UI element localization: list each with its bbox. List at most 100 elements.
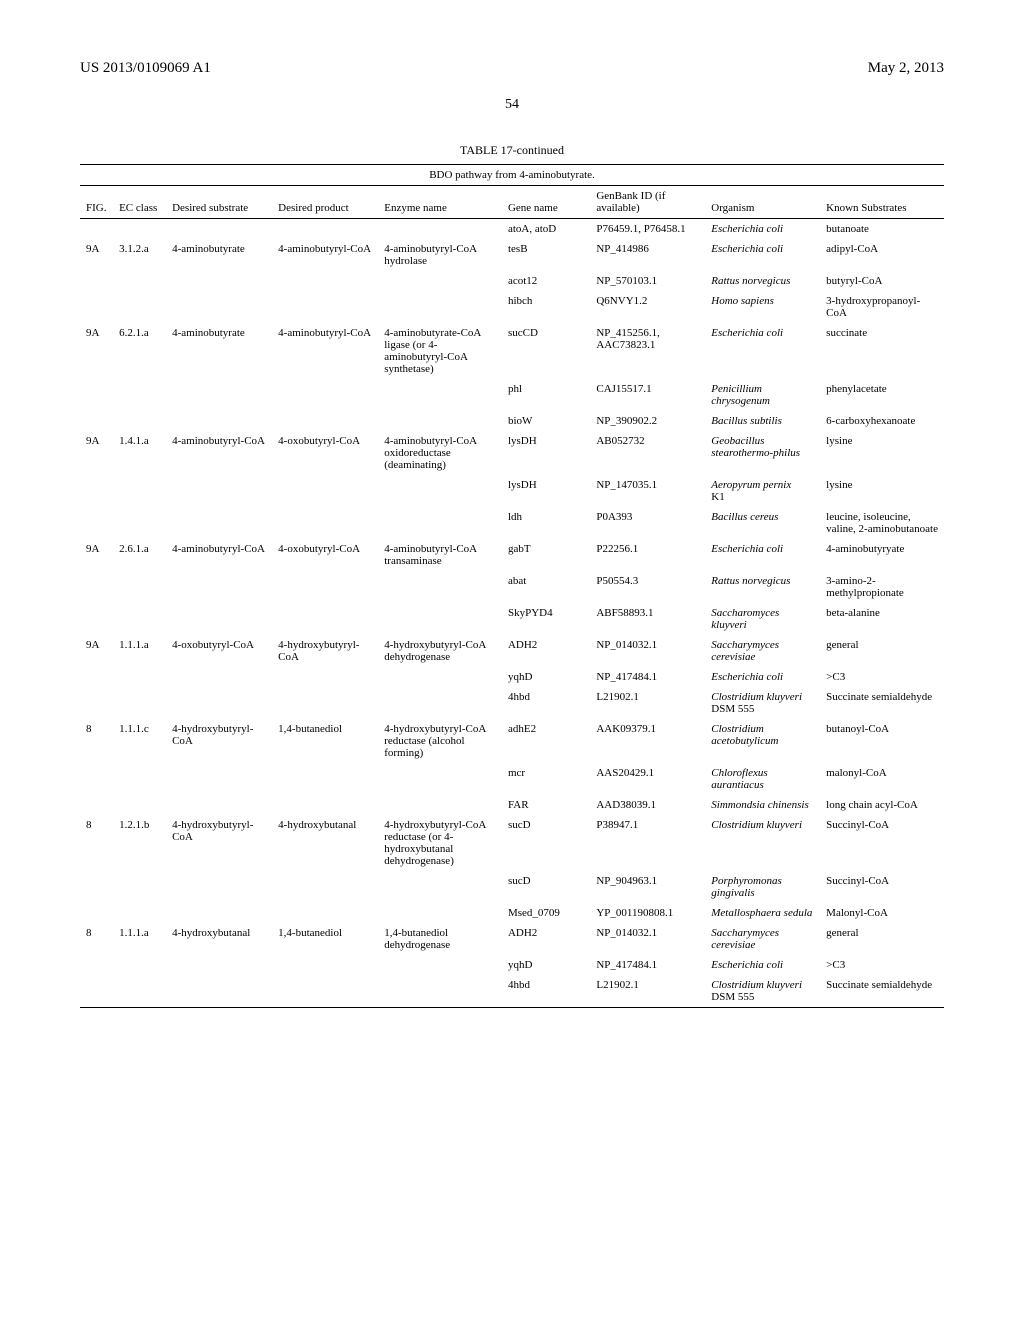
cell-ec: 6.2.1.a — [113, 323, 166, 379]
cell-prod — [272, 667, 378, 687]
cell-prod — [272, 475, 378, 507]
cell-ec: 1.1.1.a — [113, 923, 166, 955]
cell-gb: NP_570103.1 — [590, 271, 705, 291]
cell-gene: SkyPYD4 — [502, 603, 590, 635]
col-gene: Gene name — [502, 186, 590, 219]
cell-sub — [166, 291, 272, 323]
cell-sub — [166, 667, 272, 687]
cell-enz — [378, 291, 502, 323]
cell-known: 3-hydroxypropanoyl-CoA — [820, 291, 944, 323]
cell-org: Homo sapiens — [705, 291, 820, 323]
cell-org: Bacillus cereus — [705, 507, 820, 539]
table-row: 9A6.2.1.a4-aminobutyrate4-aminobutyryl-C… — [80, 323, 944, 379]
table-row: 81.1.1.c4-hydroxybutyryl-CoA1,4-butanedi… — [80, 719, 944, 763]
cell-ec — [113, 903, 166, 923]
cell-org: Saccharomyces kluyveri — [705, 603, 820, 635]
table-header-row: FIG. EC class Desired substrate Desired … — [80, 186, 944, 219]
cell-org: Clostridium kluyveriDSM 555 — [705, 975, 820, 1008]
cell-sub — [166, 955, 272, 975]
cell-enz — [378, 795, 502, 815]
cell-ec — [113, 687, 166, 719]
cell-fig — [80, 507, 113, 539]
cell-gene: lysDH — [502, 431, 590, 475]
cell-gb: AAD38039.1 — [590, 795, 705, 815]
cell-gene: hibch — [502, 291, 590, 323]
table-row: Msed_0709YP_001190808.1Metallosphaera se… — [80, 903, 944, 923]
cell-enz — [378, 603, 502, 635]
cell-prod: 4-oxobutyryl-CoA — [272, 431, 378, 475]
cell-sub: 4-aminobutyrate — [166, 239, 272, 271]
table-row: mcrAAS20429.1Chloroflexus aurantiacusmal… — [80, 763, 944, 795]
cell-org: Escherichia coli — [705, 239, 820, 271]
cell-known: Succinyl-CoA — [820, 871, 944, 903]
cell-known: >C3 — [820, 955, 944, 975]
table-row: 9A3.1.2.a4-aminobutyrate4-aminobutyryl-C… — [80, 239, 944, 271]
table-row: 9A1.1.1.a4-oxobutyryl-CoA4-hydroxybutyry… — [80, 635, 944, 667]
cell-gb: NP_904963.1 — [590, 871, 705, 903]
table-row: yqhDNP_417484.1Escherichia coli>C3 — [80, 667, 944, 687]
cell-gb: AB052732 — [590, 431, 705, 475]
cell-known: Malonyl-CoA — [820, 903, 944, 923]
cell-sub — [166, 507, 272, 539]
cell-prod: 4-hydroxybutyryl-CoA — [272, 635, 378, 667]
cell-prod — [272, 871, 378, 903]
table-row: atoA, atoDP76459.1, P76458.1Escherichia … — [80, 219, 944, 240]
cell-gb: AAS20429.1 — [590, 763, 705, 795]
cell-gb: CAJ15517.1 — [590, 379, 705, 411]
patent-date: May 2, 2013 — [868, 60, 944, 77]
cell-sub — [166, 871, 272, 903]
cell-gb: YP_001190808.1 — [590, 903, 705, 923]
cell-gene: lysDH — [502, 475, 590, 507]
cell-sub — [166, 475, 272, 507]
cell-prod — [272, 603, 378, 635]
table-row: acot12NP_570103.1Rattus norvegicusbutyry… — [80, 271, 944, 291]
cell-sub — [166, 411, 272, 431]
cell-prod — [272, 507, 378, 539]
cell-sub: 4-hydroxybutyryl-CoA — [166, 719, 272, 763]
page-header: US 2013/0109069 A1 May 2, 2013 — [80, 60, 944, 77]
cell-prod — [272, 975, 378, 1008]
cell-enz — [378, 955, 502, 975]
cell-sub — [166, 603, 272, 635]
cell-gene: 4hbd — [502, 975, 590, 1008]
cell-enz — [378, 475, 502, 507]
cell-fig: 9A — [80, 539, 113, 571]
table-row: bioWNP_390902.2Bacillus subtilis6-carbox… — [80, 411, 944, 431]
cell-sub: 4-hydroxybutanal — [166, 923, 272, 955]
cell-ec: 1.4.1.a — [113, 431, 166, 475]
col-org: Organism — [705, 186, 820, 219]
cell-ec — [113, 475, 166, 507]
cell-ec — [113, 955, 166, 975]
cell-prod — [272, 379, 378, 411]
cell-ec — [113, 763, 166, 795]
cell-org: Clostridium kluyveri — [705, 815, 820, 871]
cell-org: Bacillus subtilis — [705, 411, 820, 431]
cell-known: Succinate semialdehyde — [820, 687, 944, 719]
col-ec: EC class — [113, 186, 166, 219]
cell-org: Escherichia coli — [705, 323, 820, 379]
cell-gb: NP_417484.1 — [590, 667, 705, 687]
table-row: 4hbdL21902.1Clostridium kluyveriDSM 555S… — [80, 975, 944, 1008]
cell-gene: ldh — [502, 507, 590, 539]
cell-prod: 4-oxobutyryl-CoA — [272, 539, 378, 571]
cell-prod — [272, 571, 378, 603]
cell-gene: adhE2 — [502, 719, 590, 763]
cell-gb: NP_390902.2 — [590, 411, 705, 431]
cell-known: beta-alanine — [820, 603, 944, 635]
cell-sub: 4-hydroxybutyryl-CoA — [166, 815, 272, 871]
cell-org: Simmondsia chinensis — [705, 795, 820, 815]
cell-gb: NP_414986 — [590, 239, 705, 271]
table-row: lysDHNP_147035.1Aeropyrum pernixK1lysine — [80, 475, 944, 507]
cell-known: butanoate — [820, 219, 944, 240]
cell-org: Aeropyrum pernixK1 — [705, 475, 820, 507]
cell-fig: 8 — [80, 719, 113, 763]
cell-org: Saccharymyces cerevisiae — [705, 635, 820, 667]
cell-prod: 1,4-butanediol — [272, 923, 378, 955]
cell-gb: NP_014032.1 — [590, 923, 705, 955]
cell-enz: 4-hydroxybutyryl-CoA reductase (alcohol … — [378, 719, 502, 763]
cell-ec — [113, 871, 166, 903]
table-row: 81.2.1.b4-hydroxybutyryl-CoA4-hydroxybut… — [80, 815, 944, 871]
cell-sub: 4-aminobutyrate — [166, 323, 272, 379]
cell-sub — [166, 271, 272, 291]
cell-known: general — [820, 923, 944, 955]
